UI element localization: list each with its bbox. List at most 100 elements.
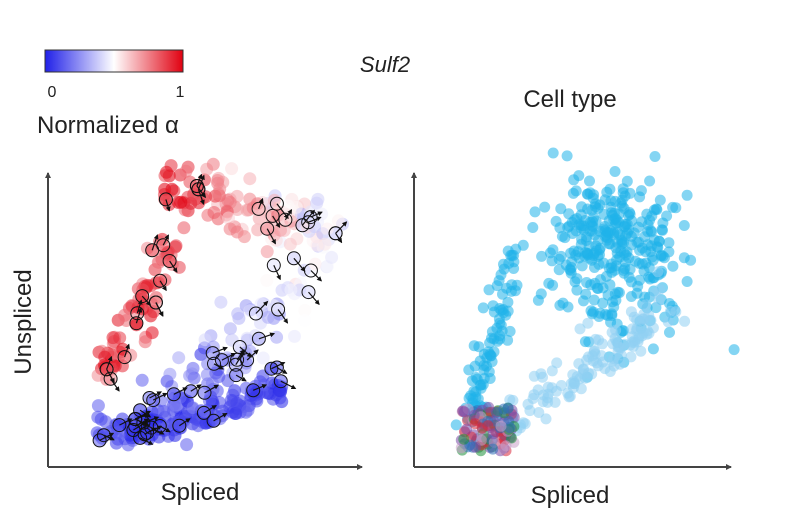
celltype-point [641, 328, 653, 340]
celltype-point [578, 363, 589, 375]
velocity-circle [301, 285, 316, 300]
celltype-point [484, 373, 496, 384]
celltype-point [609, 218, 621, 230]
celltype-point [582, 203, 594, 215]
celltype-point [620, 249, 632, 261]
alpha-point [213, 351, 227, 365]
celltype-point [592, 235, 604, 246]
alpha-point [165, 182, 179, 196]
alpha-point [325, 250, 339, 264]
velocity-circle [214, 353, 229, 368]
celltype-point [551, 357, 563, 369]
alpha-point [158, 192, 172, 206]
velocity-circle [248, 306, 263, 321]
celltype-point [562, 387, 574, 399]
celltype-point [589, 348, 601, 360]
celltype-point [621, 175, 633, 187]
celltype-point [470, 391, 482, 403]
velocity-arrow [213, 412, 228, 422]
alpha-points-layer [90, 157, 349, 452]
alpha-point [174, 195, 188, 209]
velocity-arrow [165, 199, 171, 212]
velocity-circle [103, 371, 118, 386]
velocity-arrow [280, 380, 297, 390]
celltype-point [535, 288, 547, 300]
velocity-circle [251, 201, 266, 216]
velocity-arrow [134, 418, 150, 426]
velocity-arrow [212, 346, 228, 354]
velocity-arrow [252, 384, 268, 391]
celltype-point [597, 297, 609, 309]
velocity-circle [206, 413, 221, 428]
velocity-circle [278, 212, 293, 227]
velocity-circle [303, 263, 318, 278]
velocity-circle [183, 384, 198, 399]
celltype-point [625, 351, 637, 363]
celltype-point [569, 378, 581, 390]
celltype-point [563, 208, 575, 220]
celltype-point [609, 166, 621, 177]
velocity-circle [92, 433, 107, 448]
celltype-point [600, 308, 611, 320]
celltype-point [491, 407, 502, 418]
celltype-point [663, 237, 675, 249]
velocity-circle [153, 273, 168, 288]
celltype-point [608, 301, 620, 313]
celltype-point [561, 150, 573, 162]
velocity-circle [158, 192, 173, 207]
celltype-point [524, 405, 536, 417]
velocity-arrow [235, 350, 245, 366]
velocity-arrow [162, 234, 169, 246]
velocity-circle [112, 418, 127, 433]
celltype-point [527, 393, 539, 404]
velocity-arrow [335, 221, 348, 234]
alpha-point [243, 172, 257, 186]
celltype-point [605, 201, 617, 213]
alpha-point [320, 222, 334, 236]
velocity-arrow [203, 405, 217, 414]
celltype-point [458, 406, 470, 418]
celltype-point [571, 273, 583, 285]
celltype-point [650, 203, 662, 215]
alpha-point [298, 314, 312, 327]
velocity-circle [156, 238, 171, 253]
velocity-circle [196, 405, 211, 420]
velocity-arrow [124, 343, 130, 358]
velocity-arrow [246, 349, 259, 361]
velocity-circle [189, 179, 204, 193]
celltype-title: Cell type [523, 86, 616, 113]
velocity-arrow [276, 203, 289, 220]
velocity-circle [207, 356, 221, 371]
celltype-point [670, 306, 682, 318]
velocity-arrow [277, 309, 289, 324]
velocity-circle [162, 254, 177, 268]
alpha-point [260, 274, 274, 287]
celltype-point [455, 442, 467, 454]
alpha-point [129, 318, 143, 332]
alpha-point [135, 373, 149, 387]
celltype-point [645, 225, 657, 237]
celltype-point [554, 222, 566, 234]
celltype-point [644, 175, 656, 187]
alpha-point [223, 222, 237, 236]
celltype-point [527, 222, 539, 233]
alpha-point [298, 303, 312, 317]
celltype-point [587, 221, 599, 232]
alpha-point [223, 322, 237, 336]
alpha-point [267, 193, 281, 207]
celltype-point [728, 344, 740, 356]
celltype-point [588, 294, 600, 306]
celltype-point [632, 221, 644, 233]
alpha-point [91, 410, 105, 424]
velocity-arrow [266, 228, 276, 245]
celltype-scatter-panel: Cell type Spliced [411, 86, 740, 509]
alpha-point [157, 404, 170, 418]
celltype-point [656, 224, 668, 236]
velocity-arrow [204, 384, 220, 394]
alpha-point [91, 399, 105, 413]
velocity-arrow [255, 300, 269, 314]
celltype-point [495, 420, 507, 432]
alpha-point [211, 176, 225, 190]
celltype-point [605, 316, 617, 328]
